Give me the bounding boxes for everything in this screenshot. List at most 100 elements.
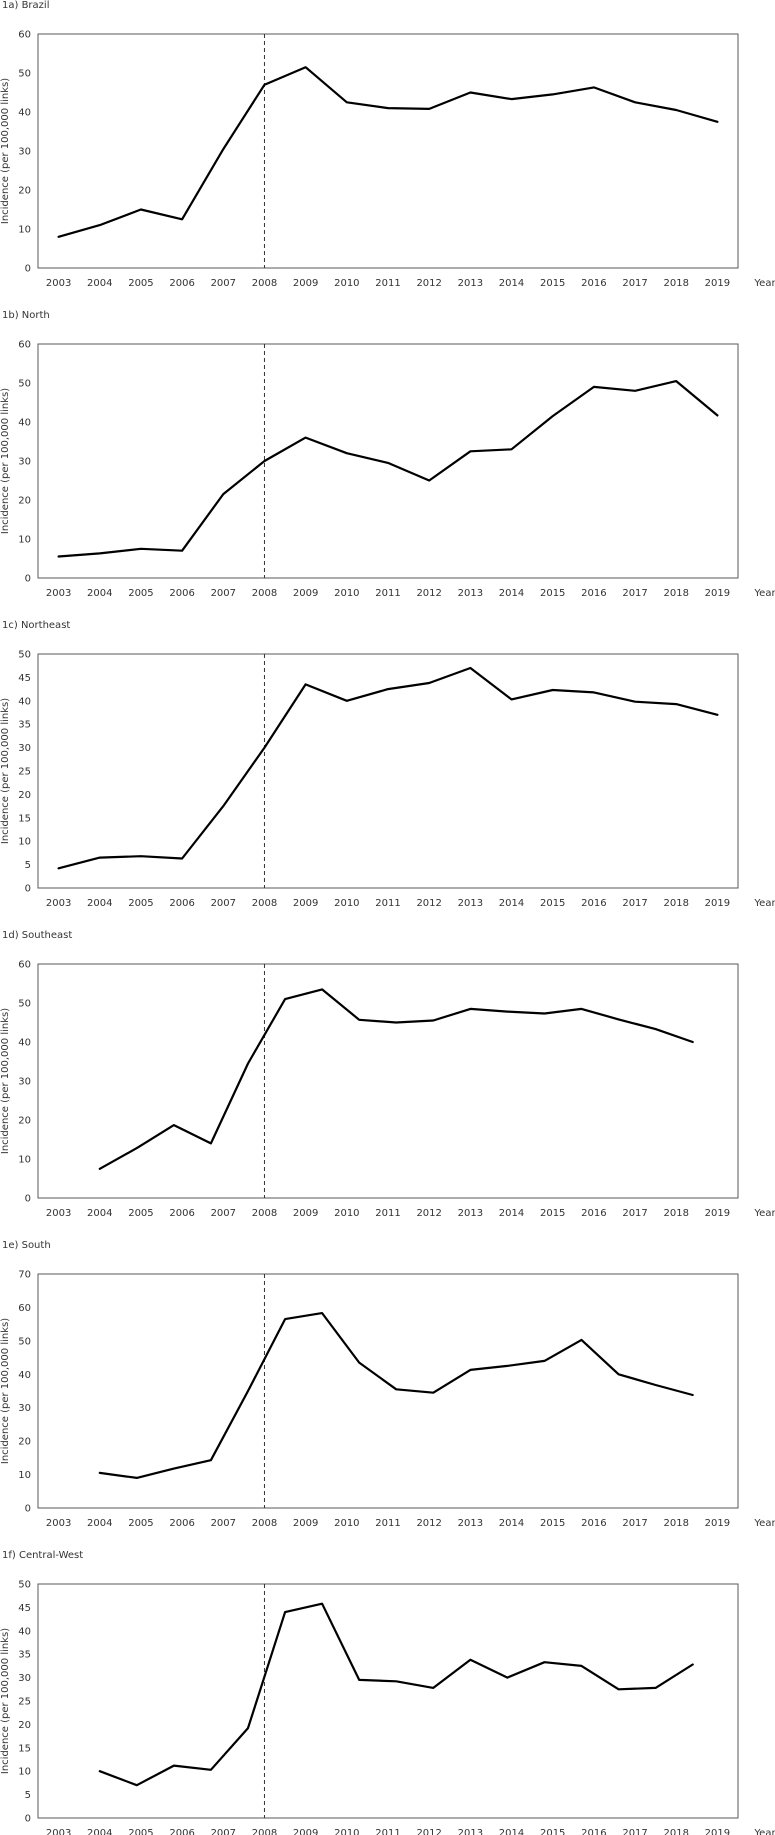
data-point	[634, 101, 636, 103]
y-tick-label: 50	[18, 999, 31, 1010]
data-point	[469, 450, 471, 452]
x-tick-label: 2014	[499, 898, 524, 909]
y-tick-label: 20	[18, 1437, 31, 1448]
y-tick-label: 10	[18, 1767, 31, 1778]
x-tick-label: 2009	[293, 1208, 318, 1219]
data-point	[395, 1021, 397, 1024]
data-point	[469, 1369, 471, 1371]
data-point	[552, 689, 554, 691]
data-point	[428, 479, 430, 482]
x-tick-label: 2015	[540, 1208, 565, 1219]
x-tick-label: 2016	[581, 1518, 606, 1529]
x-tick-label: 2014	[499, 278, 524, 289]
x-tick-label: 2012	[416, 278, 441, 289]
data-point	[222, 148, 224, 150]
y-tick-label: 10	[18, 837, 31, 848]
data-point	[543, 1661, 546, 1663]
data-point	[510, 98, 513, 100]
x-tick-label: 2007	[211, 1518, 236, 1529]
data-point	[675, 703, 677, 705]
x-tick-label: 2018	[664, 1208, 689, 1219]
x-tick-label: 2006	[169, 278, 194, 289]
x-tick-label: 2006	[169, 1828, 194, 1835]
x-tick-label: 2017	[622, 588, 647, 599]
data-point	[284, 1318, 286, 1320]
x-tick-label: 2006	[169, 898, 194, 909]
y-tick-label: 20	[18, 1720, 31, 1731]
x-tick-label: 2012	[416, 1518, 441, 1529]
x-tick-label: 2004	[87, 1828, 112, 1835]
x-tick-label: 2009	[293, 1828, 318, 1835]
x-tick-label: 2007	[211, 1208, 236, 1219]
x-tick-label: 2004	[87, 1208, 112, 1219]
x-tick-label: 2008	[252, 1828, 277, 1835]
chart-title: 1e) South	[2, 1240, 51, 1251]
data-point	[247, 1727, 249, 1729]
data-point	[99, 1472, 101, 1474]
chart-title: 1c) Northeast	[2, 620, 70, 631]
data-point	[136, 1477, 138, 1479]
data-point	[284, 998, 286, 1000]
data-point	[675, 380, 677, 382]
y-tick-label: 10	[18, 535, 31, 546]
y-tick-label: 20	[18, 496, 31, 507]
x-tick-label: 2004	[87, 588, 112, 599]
x-tick-label: 2005	[128, 1208, 153, 1219]
data-point	[432, 1019, 434, 1022]
series-line	[98, 1602, 694, 1787]
series-line	[98, 988, 694, 1170]
x-tick-label: 2010	[334, 1828, 359, 1835]
x-tick-label: 2018	[664, 898, 689, 909]
x-tick-label: 2005	[128, 588, 153, 599]
x-tick-label: 2007	[211, 588, 236, 599]
plot-frame	[37, 1273, 739, 1509]
data-point	[346, 700, 348, 702]
x-tick-label: 2014	[499, 1208, 524, 1219]
y-axis-label: Incidence (per 100,000 links)	[0, 78, 11, 224]
data-point	[543, 1012, 546, 1015]
data-point	[634, 390, 636, 392]
y-tick-label: 40	[18, 696, 31, 707]
data-point	[716, 121, 719, 123]
data-point	[136, 1147, 138, 1149]
data-point	[634, 701, 636, 703]
chart-panel: 1c) Northeast 0 5 10 15 20 25 30 35 40 45 50 2003 200…	[0, 620, 775, 909]
chart-title: 1f) Central-West	[2, 1550, 83, 1561]
x-tick-label: 2003	[46, 1828, 71, 1835]
x-tick-label: 2006	[169, 1518, 194, 1529]
data-point	[655, 1028, 657, 1030]
data-point	[593, 691, 595, 694]
x-tick-label: 2012	[416, 588, 441, 599]
x-axis-label: Year	[753, 278, 775, 289]
series-line	[98, 1312, 694, 1479]
x-tick-label: 2013	[458, 278, 483, 289]
data-point	[58, 867, 60, 869]
y-tick-label: 10	[18, 1155, 31, 1166]
x-tick-label: 2011	[375, 1208, 400, 1219]
y-axis-label: Incidence (per 100,000 links)	[0, 388, 11, 534]
data-point	[247, 1390, 249, 1392]
x-tick-label: 2012	[416, 1208, 441, 1219]
y-tick-label: 45	[18, 1603, 31, 1614]
x-tick-label: 2018	[664, 278, 689, 289]
chart-title: 1a) Brazil	[2, 0, 49, 11]
y-tick-label: 15	[18, 813, 31, 824]
x-tick-label: 2010	[334, 588, 359, 599]
x-tick-label: 2010	[334, 1208, 359, 1219]
x-tick-label: 2006	[169, 588, 194, 599]
data-point	[580, 1008, 583, 1010]
plot-frame	[37, 1583, 739, 1819]
data-point	[692, 1394, 694, 1396]
x-tick-label: 2007	[211, 278, 236, 289]
chart-panel: 1e) South 0 10 20 30 40 50 60 70 2003 2004 2005 2006…	[0, 1240, 775, 1529]
y-tick-label: 60	[18, 960, 31, 971]
plot-frame	[37, 653, 739, 889]
x-tick-label: 2007	[211, 898, 236, 909]
y-tick-label: 20	[18, 1116, 31, 1127]
data-point	[618, 1688, 620, 1690]
x-tick-label: 2008	[252, 898, 277, 909]
y-tick-label: 5	[25, 1790, 31, 1801]
x-tick-label: 2006	[169, 1208, 194, 1219]
x-tick-label: 2015	[540, 588, 565, 599]
data-point	[321, 1603, 323, 1605]
